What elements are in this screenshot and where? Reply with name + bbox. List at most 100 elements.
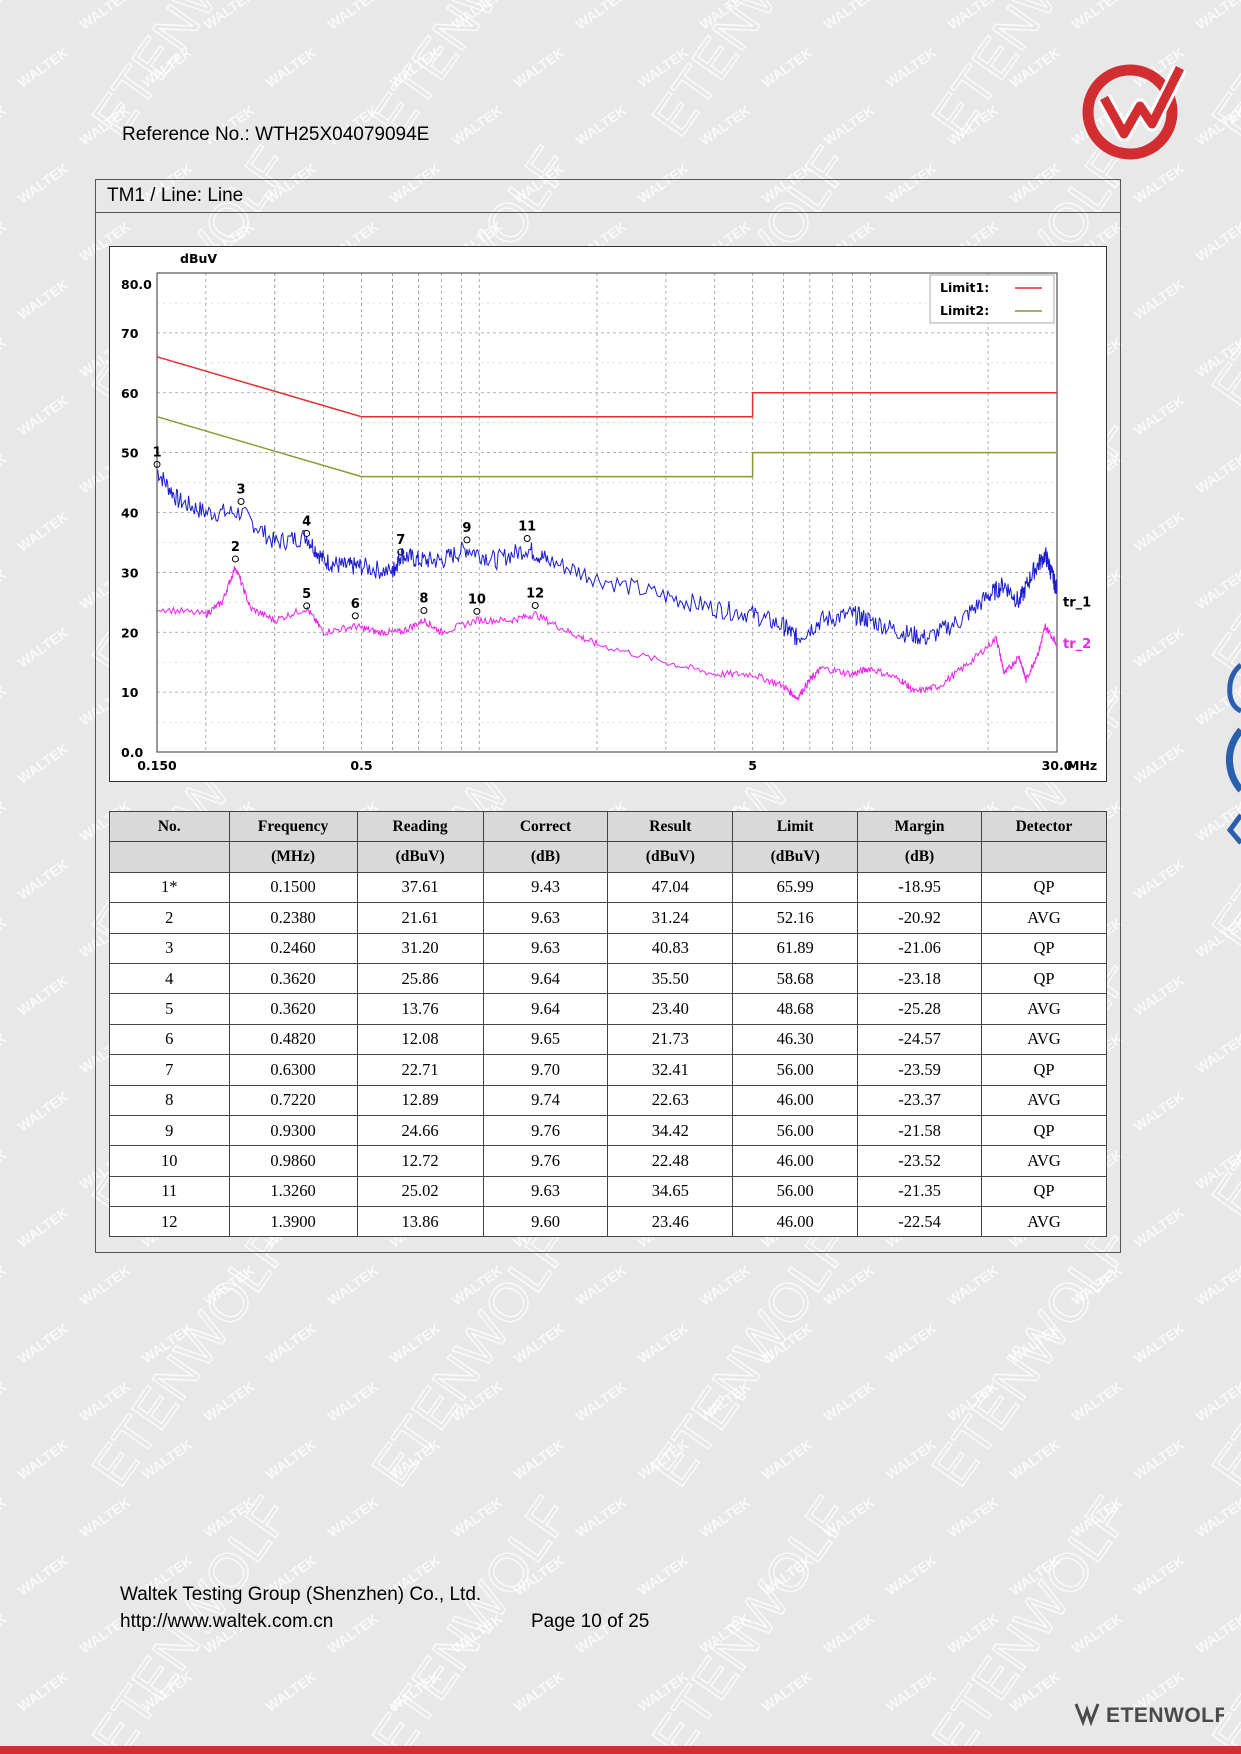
watermark-small: WALTEK bbox=[1131, 1436, 1188, 1482]
watermark-small: WALTEK bbox=[387, 1436, 444, 1482]
watermark-small: WALTEK bbox=[387, 44, 444, 90]
table-row: 11 1.3260 25.02 9.63 34.65 56.00 -21.35 QP bbox=[109, 1175, 1107, 1208]
watermark-small: WALTEK bbox=[1131, 1552, 1188, 1598]
table-cell: 56.00 bbox=[732, 1114, 859, 1147]
watermark-small: WALTEK bbox=[449, 102, 506, 148]
measurement-table: No. Frequency Reading Correct Result Limit Mar… bbox=[109, 810, 1107, 1238]
table-cell: 40.83 bbox=[607, 932, 734, 964]
limit-line-limit1 bbox=[156, 356, 1057, 418]
table-cell: 5 bbox=[109, 993, 230, 1025]
table-cell: 0.1500 bbox=[228, 871, 358, 904]
watermark-small: WALTEK bbox=[821, 1378, 878, 1424]
peak-marker-label: 9 bbox=[462, 521, 471, 536]
watermark-large: ETENWOLF bbox=[641, 0, 862, 147]
table-cell: -21.06 bbox=[857, 932, 982, 964]
watermark-small: WALTEK bbox=[1069, 1378, 1126, 1424]
table-row: 3 0.2460 31.20 9.63 40.83 61.89 -21.06 QP bbox=[109, 932, 1107, 964]
watermark-small: WALTEK bbox=[1193, 334, 1241, 380]
watermark-small: WALTEK bbox=[1069, 1262, 1126, 1308]
table-header-row: No. Frequency Reading Correct Result Limit Mar… bbox=[109, 810, 1107, 843]
waltek-logo-icon bbox=[1082, 64, 1187, 160]
footer-website-link[interactable]: http://www.waltek.com.cn bbox=[120, 1611, 334, 1632]
watermark-small: WALTEK bbox=[635, 1552, 692, 1598]
watermark-small: WALTEK bbox=[263, 44, 320, 90]
watermark-small: WALTEK bbox=[15, 44, 72, 90]
watermark-small: WALTEK bbox=[1193, 102, 1241, 148]
table-cell: 22.48 bbox=[607, 1145, 734, 1177]
watermark-small: WALTEK bbox=[263, 1320, 320, 1366]
watermark-small: WALTEK bbox=[15, 1668, 72, 1714]
watermark-small: WALTEK bbox=[697, 102, 754, 148]
peak-marker-point bbox=[303, 529, 311, 537]
watermark-small: WALTEK bbox=[449, 1262, 506, 1308]
column-unit bbox=[981, 841, 1107, 873]
peak-marker-point bbox=[231, 555, 239, 563]
table-cell: 9.74 bbox=[482, 1084, 609, 1116]
watermark-small: WALTEK bbox=[759, 1320, 816, 1366]
table-cell: -23.59 bbox=[857, 1054, 982, 1086]
watermark-large: ETENWOLF bbox=[81, 1217, 302, 1497]
peak-marker-point bbox=[463, 536, 471, 544]
emission-chart-svg: 80.0 70 60 50 40 30 20 10 0.0 dBuV 0.150 0.5 5 30.0MH… bbox=[121, 251, 1097, 773]
reference-number: Reference No.: WTH25X04079094E bbox=[122, 124, 430, 145]
limit-line-limit2 bbox=[156, 415, 1057, 478]
table-cell: 0.9860 bbox=[228, 1145, 358, 1177]
watermark-small: WALTEK bbox=[635, 44, 692, 90]
table-cell: 56.00 bbox=[732, 1054, 859, 1086]
table-cell: -20.92 bbox=[857, 902, 982, 934]
table-cell: 9.43 bbox=[482, 871, 609, 904]
watermark-small: WALTEK bbox=[15, 1552, 72, 1598]
x-tick-label: 30.0 bbox=[1042, 758, 1073, 773]
watermark-small: WALTEK bbox=[1131, 160, 1188, 206]
table-row: 6 0.4820 12.08 9.65 21.73 46.30 -24.57 AVG bbox=[109, 1023, 1107, 1056]
y-tick-label: 50 bbox=[121, 446, 139, 461]
watermark-small: WALTEK bbox=[15, 392, 72, 438]
peak-marker-label: 4 bbox=[302, 514, 311, 529]
watermark-small: WALTEK bbox=[0, 682, 9, 728]
table-cell: 65.99 bbox=[732, 871, 859, 904]
watermark-small: WALTEK bbox=[573, 102, 630, 148]
watermark-large: ETENWOLF bbox=[1201, 947, 1241, 1227]
peak-marker-point bbox=[531, 602, 539, 610]
table-row: 12 1.3900 13.86 9.60 23.46 46.00 -22.54 AVG bbox=[109, 1206, 1107, 1238]
column-unit: (dBuV) bbox=[607, 841, 734, 873]
table-cell: 25.02 bbox=[356, 1175, 484, 1208]
watermark-small: WALTEK bbox=[0, 334, 9, 380]
trace-label: tr_1 bbox=[1063, 595, 1091, 610]
table-cell: 9.60 bbox=[482, 1206, 609, 1238]
table-cell: 31.20 bbox=[356, 932, 484, 964]
watermark-large: ETENWOLF bbox=[0, 137, 22, 417]
table-cell: 9.70 bbox=[482, 1054, 609, 1086]
watermark-small: WALTEK bbox=[1131, 972, 1188, 1018]
table-cell: QP bbox=[981, 1114, 1107, 1147]
watermark-small: WALTEK bbox=[511, 1668, 568, 1714]
table-cell: 0.7220 bbox=[228, 1084, 358, 1116]
watermark-small: WALTEK bbox=[1193, 1146, 1241, 1192]
table-cell: -21.35 bbox=[857, 1175, 982, 1208]
watermark-large: ETENWOLF bbox=[1201, 1217, 1241, 1497]
watermark-small: WALTEK bbox=[821, 1262, 878, 1308]
watermark-small: WALTEK bbox=[1193, 1262, 1241, 1308]
watermark-large: ETENWOLF bbox=[1201, 137, 1241, 417]
legend-label: Limit1: bbox=[940, 280, 989, 295]
watermark-small: WALTEK bbox=[1131, 392, 1188, 438]
table-cell: 1.3900 bbox=[228, 1206, 358, 1238]
watermark-small: WALTEK bbox=[573, 1262, 630, 1308]
watermark-small: WALTEK bbox=[449, 0, 506, 32]
watermark-small: WALTEK bbox=[1193, 1494, 1241, 1540]
legend-box bbox=[929, 274, 1055, 324]
peak-marker-label: 2 bbox=[231, 540, 240, 555]
table-cell: 8 bbox=[109, 1084, 230, 1116]
table-cell: -23.52 bbox=[857, 1145, 982, 1177]
table-cell: 46.00 bbox=[732, 1145, 859, 1177]
watermark-large: ETENWOLF bbox=[1201, 407, 1241, 687]
watermark-small: WALTEK bbox=[573, 0, 630, 32]
watermark-small: WALTEK bbox=[1131, 508, 1188, 554]
peak-marker-point bbox=[397, 548, 405, 556]
brand-name: ETENWOLF bbox=[1106, 1704, 1224, 1727]
watermark-small: WALTEK bbox=[1007, 1552, 1064, 1598]
watermark-small: WALTEK bbox=[139, 44, 196, 90]
table-cell: -24.57 bbox=[857, 1023, 982, 1056]
table-cell: 23.46 bbox=[607, 1206, 734, 1238]
column-unit: (dB) bbox=[482, 841, 609, 873]
